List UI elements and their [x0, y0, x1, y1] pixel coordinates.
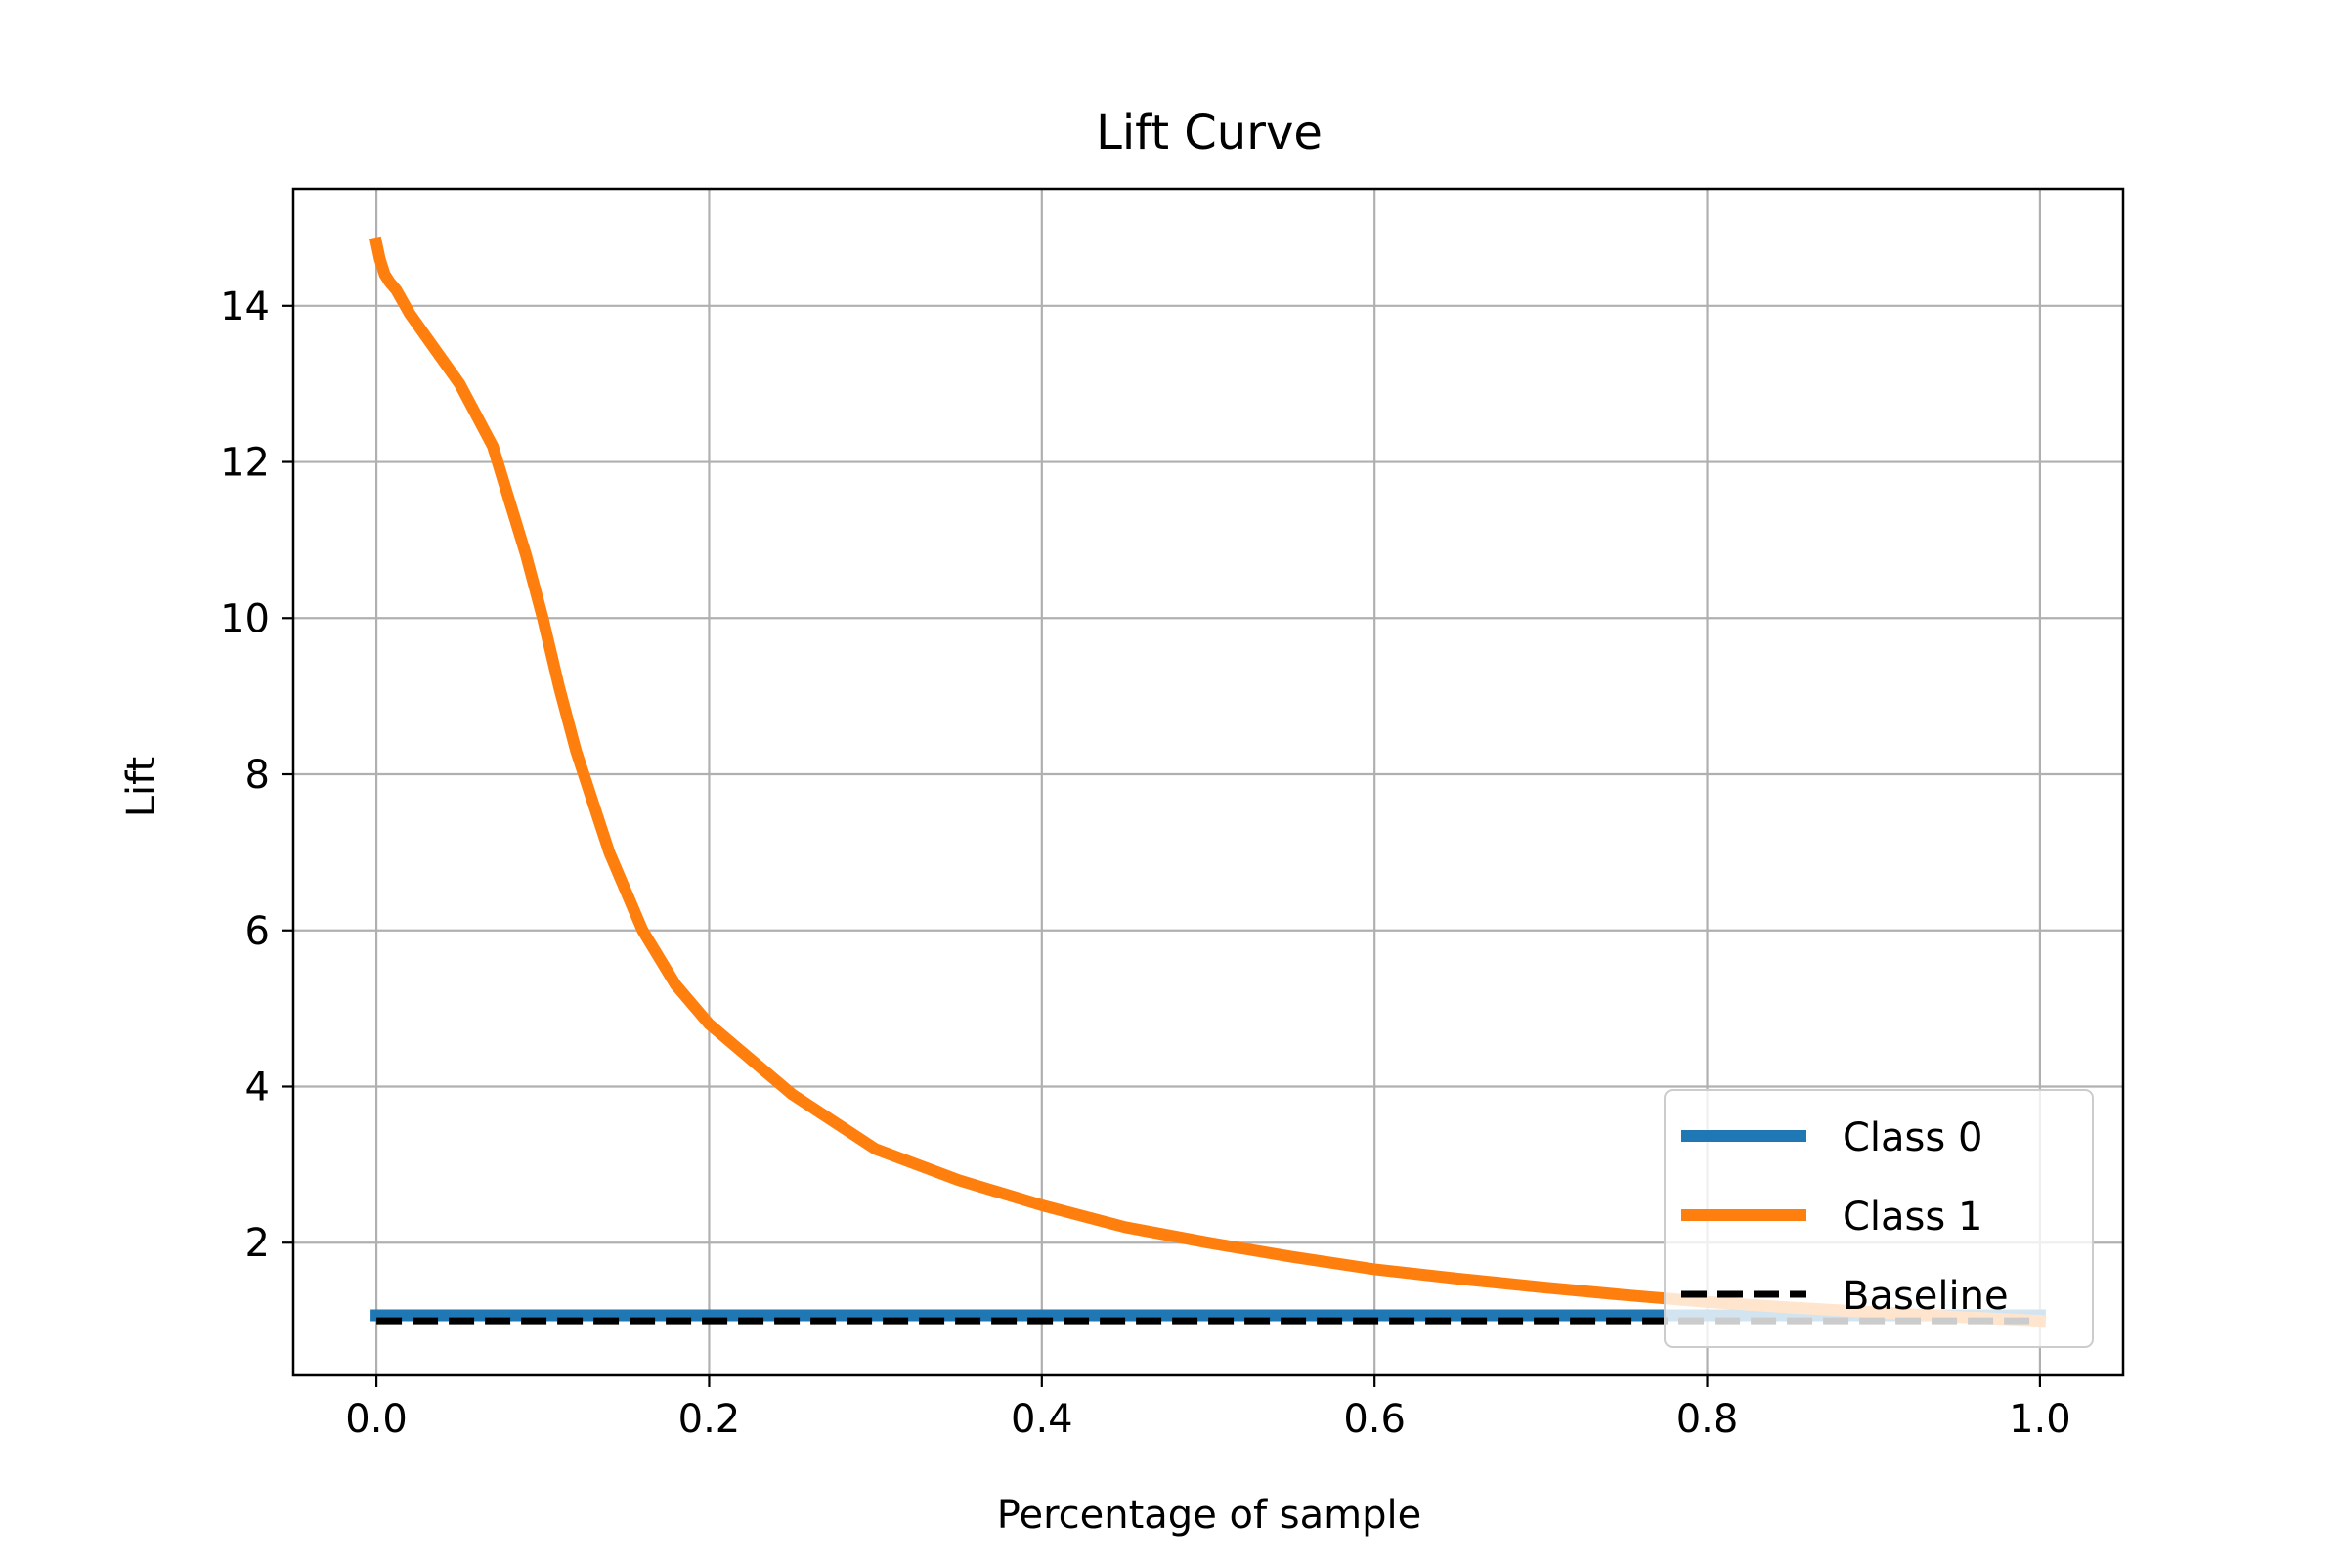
- legend-baseline-label: Baseline: [1843, 1274, 2009, 1319]
- chart-title: Lift Curve: [1096, 106, 1323, 160]
- legend-box: [1664, 1089, 2094, 1348]
- legend-class-1-label: Class 1: [1843, 1195, 1982, 1240]
- grid: [293, 189, 2123, 1375]
- y-tick-label: 4: [245, 1065, 270, 1110]
- x-tick-label: 0.4: [1011, 1397, 1073, 1442]
- plot-frame: [291, 187, 2125, 1377]
- y-tick-label: 6: [245, 909, 270, 954]
- y-tick-label: 10: [220, 596, 270, 641]
- x-tick-label: 0.6: [1343, 1397, 1406, 1442]
- legend-class-0-label: Class 0: [1843, 1115, 1982, 1160]
- x-axis-label: Percentage of sample: [997, 1493, 1421, 1538]
- axis-ticks: 0.0 0.2 0.4 0.6 0.8 1.0 2 4 6 8 10 12 14: [220, 284, 2071, 1442]
- x-tick-label: 0.8: [1676, 1397, 1739, 1442]
- legend: Class 0 Class 1 Baseline: [1664, 1089, 2094, 1348]
- class-1-line: [369, 236, 2047, 1328]
- y-axis-label: Lift: [119, 757, 164, 817]
- x-tick-label: 0.0: [345, 1397, 408, 1442]
- x-tick-label: 0.2: [678, 1397, 741, 1442]
- y-tick-label: 2: [245, 1221, 270, 1266]
- y-tick-label: 8: [245, 753, 270, 798]
- y-tick-label: 12: [220, 441, 270, 486]
- x-tick-label: 1.0: [2009, 1397, 2071, 1442]
- y-tick-label: 14: [220, 284, 270, 329]
